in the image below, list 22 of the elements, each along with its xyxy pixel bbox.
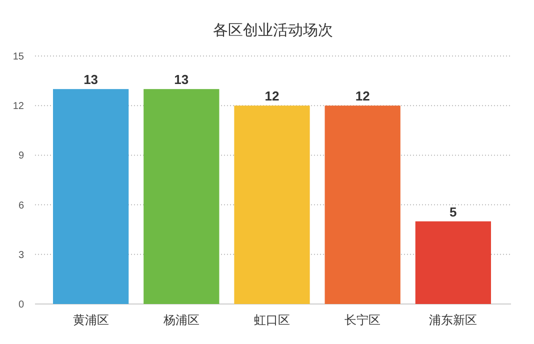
x-tick-label: 浦东新区 [429, 313, 478, 327]
bar [144, 89, 220, 304]
bar [234, 106, 310, 304]
data-label: 13 [84, 72, 98, 88]
y-tick-label: 6 [18, 200, 24, 212]
data-label: 5 [450, 204, 457, 220]
x-tick-label: 虹口区 [254, 313, 290, 327]
x-tick-label: 杨浦区 [162, 313, 200, 327]
data-label: 12 [264, 88, 280, 104]
y-tick-label: 15 [12, 52, 24, 62]
data-label: 12 [355, 88, 370, 104]
y-tick-label: 3 [18, 250, 24, 261]
x-tick-label: 长宁区 [344, 313, 381, 327]
y-tick-label: 12 [12, 101, 24, 112]
bar [415, 221, 491, 304]
chart-title: 各区创业活动场次 [213, 22, 333, 39]
y-tick-label: 9 [18, 150, 24, 162]
bar [324, 106, 400, 304]
x-tick-label: 黄浦区 [72, 313, 109, 327]
data-label: 13 [174, 72, 189, 88]
y-tick-label: 0 [18, 300, 24, 310]
bar [53, 89, 129, 304]
